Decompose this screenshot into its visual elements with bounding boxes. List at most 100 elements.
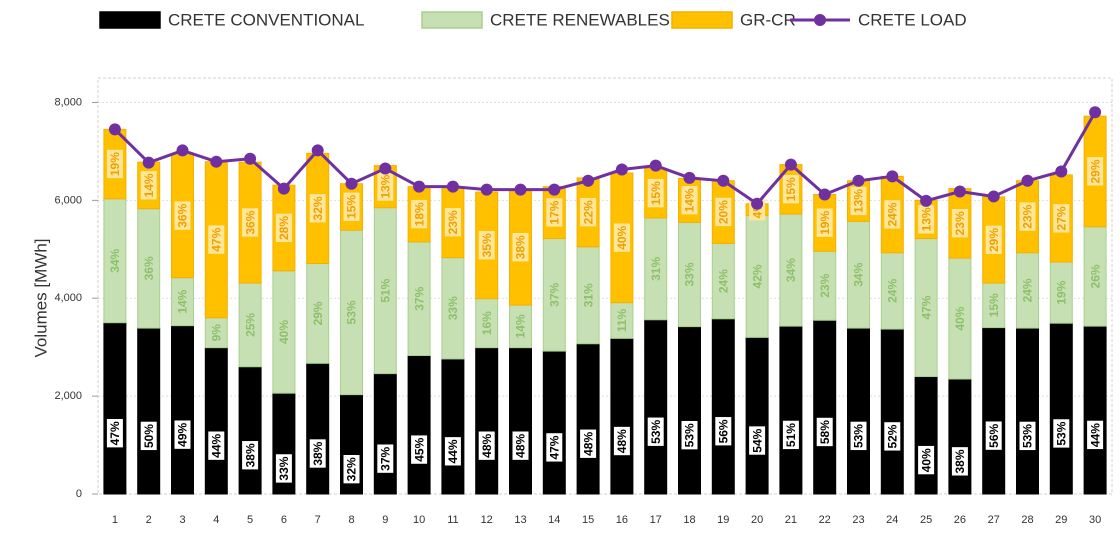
data-label-box [242, 441, 259, 470]
load-marker [920, 194, 933, 207]
data-label-box [782, 175, 799, 204]
data-label-box [478, 231, 495, 260]
data-label: 28% [277, 216, 291, 240]
load-marker [379, 162, 392, 175]
load-marker [1055, 165, 1068, 178]
legend-label: CRETE CONVENTIONAL [168, 10, 364, 29]
data-label-group: 18% [411, 199, 428, 229]
data-label: 58% [818, 420, 832, 444]
data-label-group: 9% [209, 324, 223, 342]
data-label-group: 40% [277, 320, 291, 344]
x-tick-label: 29 [1055, 514, 1067, 526]
data-label: 14% [176, 289, 190, 313]
data-label-group: 33% [683, 262, 697, 286]
data-label-group: 48% [580, 429, 597, 458]
data-label-group: 27% [1053, 204, 1070, 233]
data-label-box [850, 421, 867, 451]
x-tick-label: 18 [683, 514, 695, 526]
data-label: 26% [1088, 264, 1102, 288]
data-label-box [1019, 421, 1036, 451]
load-marker [548, 183, 561, 196]
data-label-group: 53% [1019, 421, 1036, 451]
data-label: 53% [1054, 421, 1068, 445]
data-label: 34% [784, 258, 798, 282]
load-marker [818, 188, 831, 201]
data-label-group: 51% [378, 278, 392, 302]
bar-segment [238, 366, 262, 495]
bar-segment [880, 328, 904, 495]
data-label: 24% [716, 269, 730, 293]
data-label-box [681, 420, 698, 450]
load-marker [277, 182, 290, 195]
data-label-box [478, 431, 495, 460]
bar-segment [1049, 322, 1073, 495]
x-tick-label: 23 [852, 514, 864, 526]
data-label: 13% [919, 207, 933, 231]
load-marker [987, 190, 1000, 203]
x-tick-label: 21 [785, 514, 797, 526]
bar-segment [137, 327, 161, 495]
data-label: 40% [277, 320, 291, 344]
bar-segment [745, 336, 769, 495]
data-label-group: 14% [681, 186, 698, 215]
data-label: 24% [885, 202, 899, 226]
data-label: 32% [345, 457, 359, 481]
load-marker [683, 171, 696, 184]
data-label: 53% [649, 420, 663, 444]
data-label-box [613, 426, 630, 456]
data-label: 37% [412, 286, 426, 310]
bar-segment [542, 350, 566, 495]
data-label: 23% [818, 273, 832, 297]
data-label-box [816, 208, 833, 237]
x-tick-label: 9 [382, 514, 388, 526]
data-label: 38% [953, 449, 967, 473]
data-label-box [951, 209, 968, 238]
data-label-group: 47% [208, 225, 225, 254]
bar-segment [171, 325, 194, 495]
bar-segment [644, 319, 668, 495]
data-label: 44% [446, 439, 460, 463]
data-label-group: 23% [1019, 202, 1036, 231]
data-label-box [1087, 420, 1104, 450]
data-label-box [580, 198, 597, 227]
load-marker [886, 170, 899, 183]
data-label-box [444, 437, 461, 466]
data-label: 48% [615, 429, 629, 453]
bar-segment [678, 326, 701, 495]
data-label-group: 56% [715, 417, 732, 446]
data-label: 47% [547, 435, 561, 459]
data-label: 29% [987, 228, 1001, 252]
load-marker [751, 197, 764, 210]
data-label-group: 38% [951, 447, 968, 476]
data-label: 23% [1021, 204, 1035, 228]
load-marker [649, 159, 662, 172]
data-label: 49% [176, 422, 190, 446]
data-label: 51% [784, 423, 798, 447]
y-tick-label: 2,000 [54, 390, 82, 402]
data-label-box [140, 421, 157, 451]
bar-segment [204, 347, 228, 495]
data-label-box [411, 435, 428, 464]
data-label: 24% [885, 279, 899, 303]
data-label: 36% [243, 210, 257, 234]
x-tick-label: 10 [413, 514, 425, 526]
load-marker [717, 174, 730, 187]
data-label-box [715, 417, 732, 446]
data-label: 47% [108, 421, 122, 445]
data-label-group: 37% [377, 444, 394, 473]
x-tick-label: 4 [213, 514, 219, 526]
load-marker [1089, 106, 1102, 119]
legend-swatch [421, 11, 483, 29]
load-marker [1021, 174, 1034, 187]
data-label: 23% [953, 211, 967, 235]
data-label-group: 14% [176, 289, 190, 313]
data-label-group: 15% [987, 293, 1001, 317]
data-label-group: 58% [816, 417, 833, 447]
bar-segment [373, 373, 397, 495]
data-label: 16% [480, 311, 494, 335]
data-label-group: 24% [716, 269, 730, 293]
data-label: 36% [176, 203, 190, 227]
data-label-group: 31% [649, 257, 663, 281]
data-label: 14% [514, 314, 528, 338]
data-label-box [749, 426, 766, 455]
